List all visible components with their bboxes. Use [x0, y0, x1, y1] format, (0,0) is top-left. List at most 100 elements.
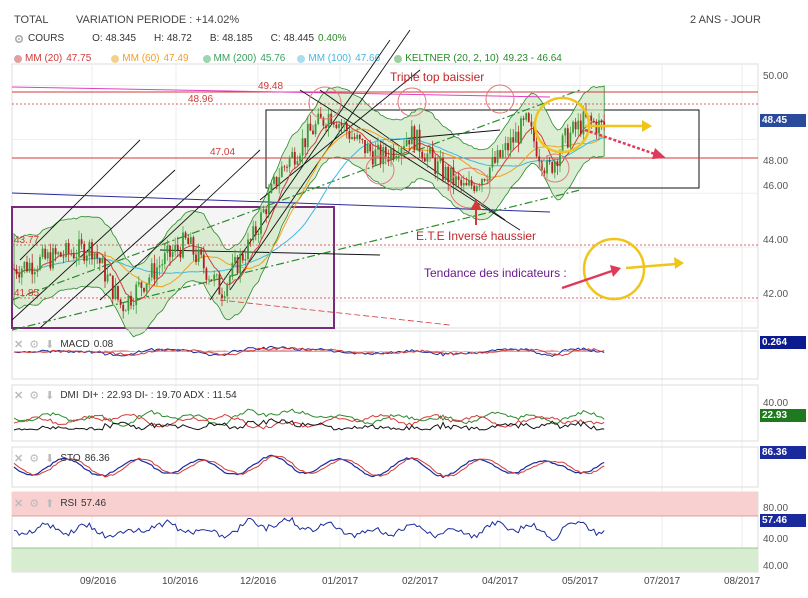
y-tick-50: 50.00: [763, 71, 788, 82]
red-arrow: [561, 265, 621, 290]
gear-icon[interactable]: ⚙: [29, 498, 40, 510]
candle-body: [496, 150, 499, 163]
candle-body: [535, 141, 538, 157]
candle-body: [130, 295, 132, 306]
candle-body: [348, 131, 351, 139]
candle-body: [590, 115, 593, 121]
arrow-down-icon[interactable]: ⬇: [45, 339, 55, 351]
remove-icon[interactable]: [297, 54, 306, 63]
y-tick-48-mid: 48.00: [763, 156, 788, 167]
candle-body: [527, 113, 530, 122]
arrow-down-icon[interactable]: ⬇: [45, 453, 55, 465]
candle-body: [195, 254, 197, 262]
dmi-values: DI+ : 22.93 DI- : 19.70 ADX : 11.54: [82, 390, 237, 401]
candle-body: [405, 140, 408, 147]
candle-body: [455, 176, 457, 185]
candle-body: [418, 129, 421, 152]
rsi-tick-40: 40.00: [763, 534, 788, 545]
close-icon[interactable]: ✕: [14, 498, 24, 510]
candle-body: [340, 123, 343, 126]
candle-body: [109, 274, 112, 276]
candle-body: [215, 274, 218, 276]
candle-body: [270, 183, 273, 193]
candle-body: [15, 268, 18, 275]
candle-body: [582, 111, 585, 135]
candle-body: [488, 167, 491, 181]
close-icon[interactable]: ✕: [14, 453, 24, 465]
annotation-ete: E.T.E Inversé haussier: [416, 229, 536, 243]
candle-body: [174, 244, 177, 252]
label-4377: 43.77: [14, 235, 39, 246]
candle-body: [28, 262, 31, 272]
label-4704: 47.04: [210, 147, 235, 158]
candle-body: [286, 166, 288, 168]
candle-body: [278, 177, 281, 187]
close-icon[interactable]: ✕: [14, 339, 24, 351]
x-tick: 10/2016: [162, 576, 199, 587]
candle-body: [197, 249, 200, 262]
candle-body: [33, 271, 36, 275]
gear-icon[interactable]: ⚙: [29, 339, 40, 351]
candle-body: [548, 160, 551, 162]
candle-body: [434, 157, 437, 174]
candle-body: [559, 152, 561, 167]
arrow-up-icon[interactable]: ⬆: [45, 498, 55, 510]
magenta-trendline: [11, 86, 551, 98]
close-icon[interactable]: ✕: [14, 390, 24, 402]
candle-body: [223, 296, 226, 299]
candle-body: [88, 242, 91, 256]
candle-body: [322, 117, 325, 126]
arrow-down-icon[interactable]: ⬇: [45, 390, 55, 402]
remove-icon[interactable]: [111, 54, 120, 63]
candle-body: [439, 158, 442, 162]
highlight-circle: [582, 237, 646, 301]
candle-body: [470, 180, 473, 186]
candle-body: [137, 282, 140, 285]
remove-icon[interactable]: [394, 54, 403, 63]
candle-body: [525, 113, 528, 120]
dmi-tick: 40.00: [763, 398, 788, 409]
candle-body: [226, 284, 229, 297]
sto-badge-value: 86.36: [762, 447, 788, 458]
candle-body: [171, 251, 174, 257]
candle-body: [509, 137, 512, 151]
channel-upper: [11, 89, 581, 301]
candle-body: [403, 146, 405, 148]
candle-body: [44, 248, 47, 259]
candle-body: [166, 245, 169, 253]
candle-body: [460, 179, 463, 186]
candle-body: [410, 126, 413, 145]
remove-icon[interactable]: [202, 54, 211, 63]
candle-body: [442, 158, 444, 180]
candle-body: [395, 156, 398, 159]
quote-close: C: 48.445: [270, 33, 315, 44]
candle-body: [145, 283, 148, 292]
candle-body: [54, 248, 57, 255]
quote-change: 0.40%: [318, 33, 347, 44]
gear-icon[interactable]: [14, 34, 24, 44]
candle-body: [288, 157, 291, 168]
candle-body: [379, 144, 382, 165]
mm100-value: 47.66: [355, 53, 381, 64]
period-selector[interactable]: 2 ANS - JOUR: [690, 14, 761, 26]
candle-body: [41, 248, 44, 258]
dmi-panel: [11, 384, 759, 442]
x-tick: 05/2017: [562, 576, 599, 587]
mm20-value: 47.75: [66, 53, 92, 64]
gear-icon[interactable]: ⚙: [29, 390, 40, 402]
candle-body: [213, 274, 216, 282]
label-4948: 49.48: [258, 81, 283, 92]
candle-body: [291, 151, 294, 158]
candle-body: [574, 121, 577, 130]
gear-icon[interactable]: ⚙: [29, 453, 40, 465]
y-tick-46: 46.00: [763, 181, 788, 192]
remove-icon[interactable]: [14, 54, 22, 63]
candle-body: [249, 239, 252, 241]
candle-body: [436, 161, 439, 174]
candle-body: [20, 268, 23, 278]
red-dash-line: [219, 299, 451, 326]
candle-body: [70, 253, 73, 255]
x-tick: 04/2017: [482, 576, 519, 587]
di-minus-line: [13, 413, 605, 430]
